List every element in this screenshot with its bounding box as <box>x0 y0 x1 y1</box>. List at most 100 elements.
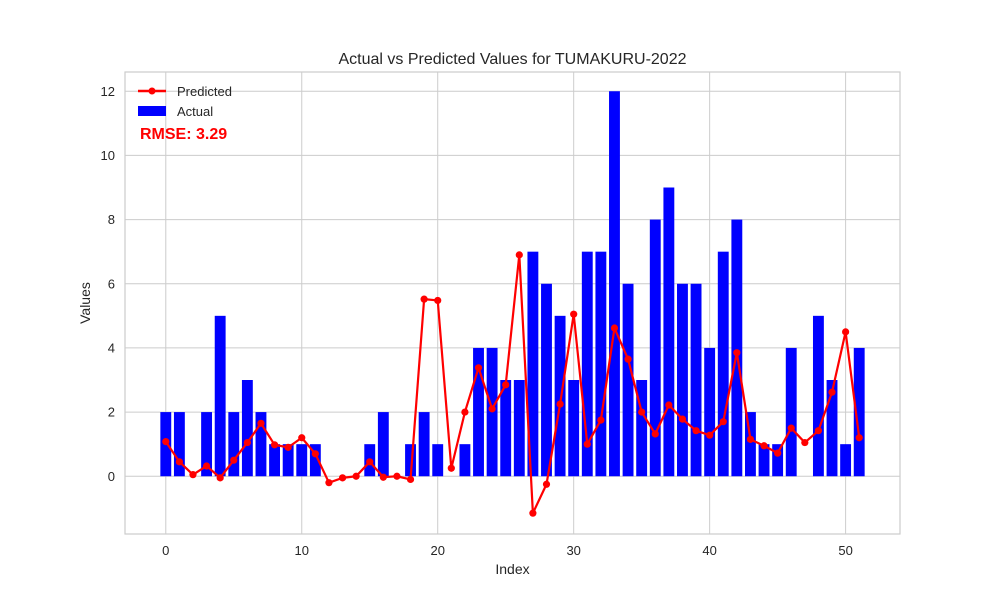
predicted-point <box>216 474 224 482</box>
predicted-point <box>583 440 591 448</box>
actual-bar <box>568 380 580 477</box>
y-tick-label: 0 <box>108 469 115 484</box>
actual-bar <box>255 412 267 477</box>
actual-bar <box>785 347 797 477</box>
x-tick-labels: 0 10 20 30 40 50 <box>162 543 853 558</box>
predicted-point <box>270 441 279 449</box>
actual-bar <box>296 444 308 477</box>
actual-bar <box>717 251 729 477</box>
actual-bar <box>214 315 226 477</box>
x-tick-label: 30 <box>566 543 580 558</box>
predicted-point <box>733 349 741 357</box>
predicted-point <box>243 438 251 447</box>
y-tick-label: 4 <box>108 340 115 355</box>
actual-bar <box>527 251 539 477</box>
actual-bar <box>812 315 824 477</box>
actual-bar <box>228 412 240 477</box>
y-tick-label: 10 <box>101 148 115 163</box>
actual-bar <box>826 380 838 477</box>
actual-bar <box>840 444 852 477</box>
actual-bar <box>309 444 321 477</box>
predicted-point <box>570 310 578 318</box>
predicted-point <box>706 431 714 439</box>
actual-bar <box>731 219 743 477</box>
actual-bar <box>241 380 253 477</box>
predicted-point <box>175 458 183 466</box>
actual-bar <box>432 444 444 477</box>
predicted-point <box>814 427 823 435</box>
predicted-line-group <box>162 251 863 517</box>
predicted-point <box>774 449 782 457</box>
y-tick-label: 6 <box>108 276 115 291</box>
predicted-point <box>257 419 265 427</box>
predicted-point <box>678 415 687 423</box>
predicted-point <box>488 405 496 413</box>
actual-bar <box>609 91 620 477</box>
predicted-point <box>434 296 442 305</box>
x-tick-label: 40 <box>702 543 716 558</box>
actual-bar <box>377 412 389 477</box>
predicted-point <box>447 464 455 472</box>
actual-bar <box>541 283 552 477</box>
rmse-annotation: RMSE: 3.29 <box>140 126 227 143</box>
y-axis-label: Values <box>77 282 93 324</box>
actual-bar <box>745 412 756 477</box>
actual-bar <box>772 444 784 477</box>
predicted-point <box>719 418 727 426</box>
actual-bar <box>690 283 702 477</box>
predicted-point <box>366 458 374 466</box>
predicted-point <box>202 462 211 470</box>
predicted-point <box>624 355 632 363</box>
legend: Predicted Actual <box>138 84 232 119</box>
y-tick-label: 12 <box>101 84 115 99</box>
actual-bar <box>459 444 471 477</box>
predicted-point <box>746 435 755 443</box>
actual-bar <box>500 380 512 477</box>
actual-bar <box>513 380 525 477</box>
predicted-point <box>787 424 795 432</box>
predicted-point <box>311 450 319 458</box>
predicted-point <box>610 324 619 332</box>
actual-bar <box>201 412 213 477</box>
predicted-point <box>692 427 700 435</box>
predicted-point <box>855 434 863 442</box>
predicted-point <box>502 381 510 389</box>
predicted-point <box>461 408 469 416</box>
predicted-point <box>529 509 537 517</box>
x-tick-label: 0 <box>162 543 169 558</box>
predicted-point <box>542 480 551 488</box>
predicted-point <box>474 364 483 372</box>
predicted-point <box>284 443 292 451</box>
legend-actual-swatch <box>138 106 166 116</box>
actual-bar <box>581 251 593 477</box>
legend-actual-label: Actual <box>177 104 213 119</box>
predicted-point <box>842 328 850 336</box>
x-axis-label: Index <box>495 561 529 577</box>
legend-predicted-label: Predicted <box>177 84 232 99</box>
actual-bar <box>282 444 294 477</box>
actual-bar <box>704 347 716 477</box>
actual-bar <box>853 347 865 477</box>
predicted-point <box>325 479 333 487</box>
actual-bar <box>269 444 280 477</box>
predicted-point <box>760 442 768 450</box>
predicted-point <box>801 438 809 447</box>
legend-predicted-marker-swatch <box>148 87 156 95</box>
plot-frame <box>124 71 901 535</box>
predicted-point <box>189 471 197 479</box>
actual-bar <box>758 444 770 477</box>
chart-title: Actual vs Predicted Values for TUMAKURU-… <box>339 51 687 68</box>
x-tick-label: 50 <box>838 543 852 558</box>
predicted-point <box>556 400 564 408</box>
predicted-point <box>665 401 673 409</box>
predicted-point <box>828 388 836 396</box>
predicted-point <box>515 251 523 259</box>
actual-bar <box>554 315 566 477</box>
y-tick-labels: 0 2 4 6 8 10 12 <box>101 84 115 484</box>
actual-bar <box>418 412 430 477</box>
predicted-point <box>651 430 659 438</box>
predicted-point <box>638 408 646 416</box>
actual-bar <box>173 412 185 477</box>
